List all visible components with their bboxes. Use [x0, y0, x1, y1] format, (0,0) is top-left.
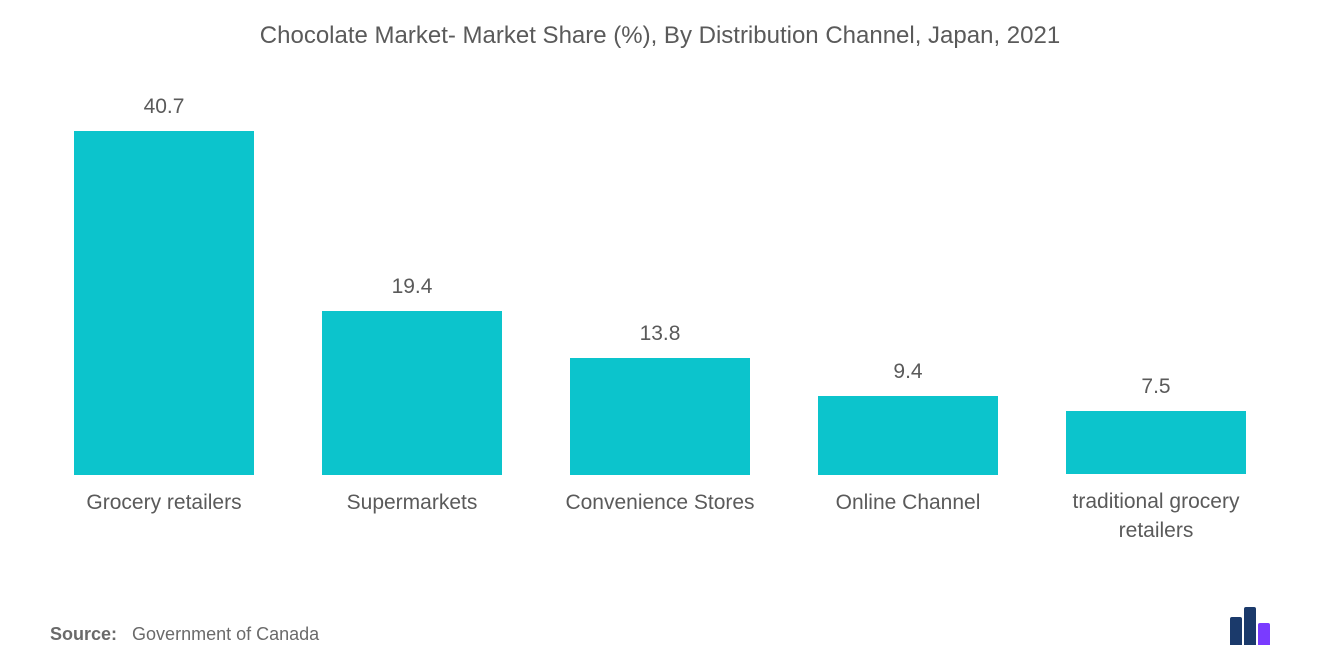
- bar-category-label: Convenience Stores: [565, 489, 754, 545]
- bar: [570, 358, 750, 475]
- bar: [322, 311, 502, 475]
- chart-plot-area: 40.7 Grocery retailers 19.4 Supermarkets 13.…: [40, 90, 1280, 545]
- bar-group: 19.4 Supermarkets: [288, 90, 536, 545]
- logo-bar-icon: [1244, 607, 1256, 645]
- bar: [74, 131, 254, 475]
- logo-bar-icon: [1230, 617, 1242, 645]
- bar-value-label: 9.4: [893, 360, 922, 384]
- bar-value-label: 13.8: [640, 322, 681, 346]
- bar-value-label: 40.7: [144, 95, 185, 119]
- bar-group: 9.4 Online Channel: [784, 90, 1032, 545]
- bar-group: 40.7 Grocery retailers: [40, 90, 288, 545]
- bar-value-label: 19.4: [392, 275, 433, 299]
- source-line: Source: Government of Canada: [50, 624, 319, 645]
- bar: [818, 396, 998, 475]
- chart-footer: Source: Government of Canada: [50, 607, 1270, 645]
- brand-logo-icon: [1230, 607, 1270, 645]
- bar-value-label: 7.5: [1141, 375, 1170, 399]
- source-text: Government of Canada: [132, 624, 319, 644]
- bar-category-label: Supermarkets: [347, 489, 478, 545]
- source-label: Source:: [50, 624, 117, 644]
- bar: [1066, 411, 1246, 474]
- bar-category-label: traditional grocery retailers: [1042, 488, 1270, 545]
- bar-category-label: Grocery retailers: [86, 489, 241, 545]
- chart-title: Chocolate Market- Market Share (%), By D…: [0, 0, 1320, 50]
- bar-group: 13.8 Convenience Stores: [536, 90, 784, 545]
- bar-category-label: Online Channel: [836, 489, 981, 545]
- logo-bar-icon: [1258, 623, 1270, 645]
- bar-group: 7.5 traditional grocery retailers: [1032, 90, 1280, 545]
